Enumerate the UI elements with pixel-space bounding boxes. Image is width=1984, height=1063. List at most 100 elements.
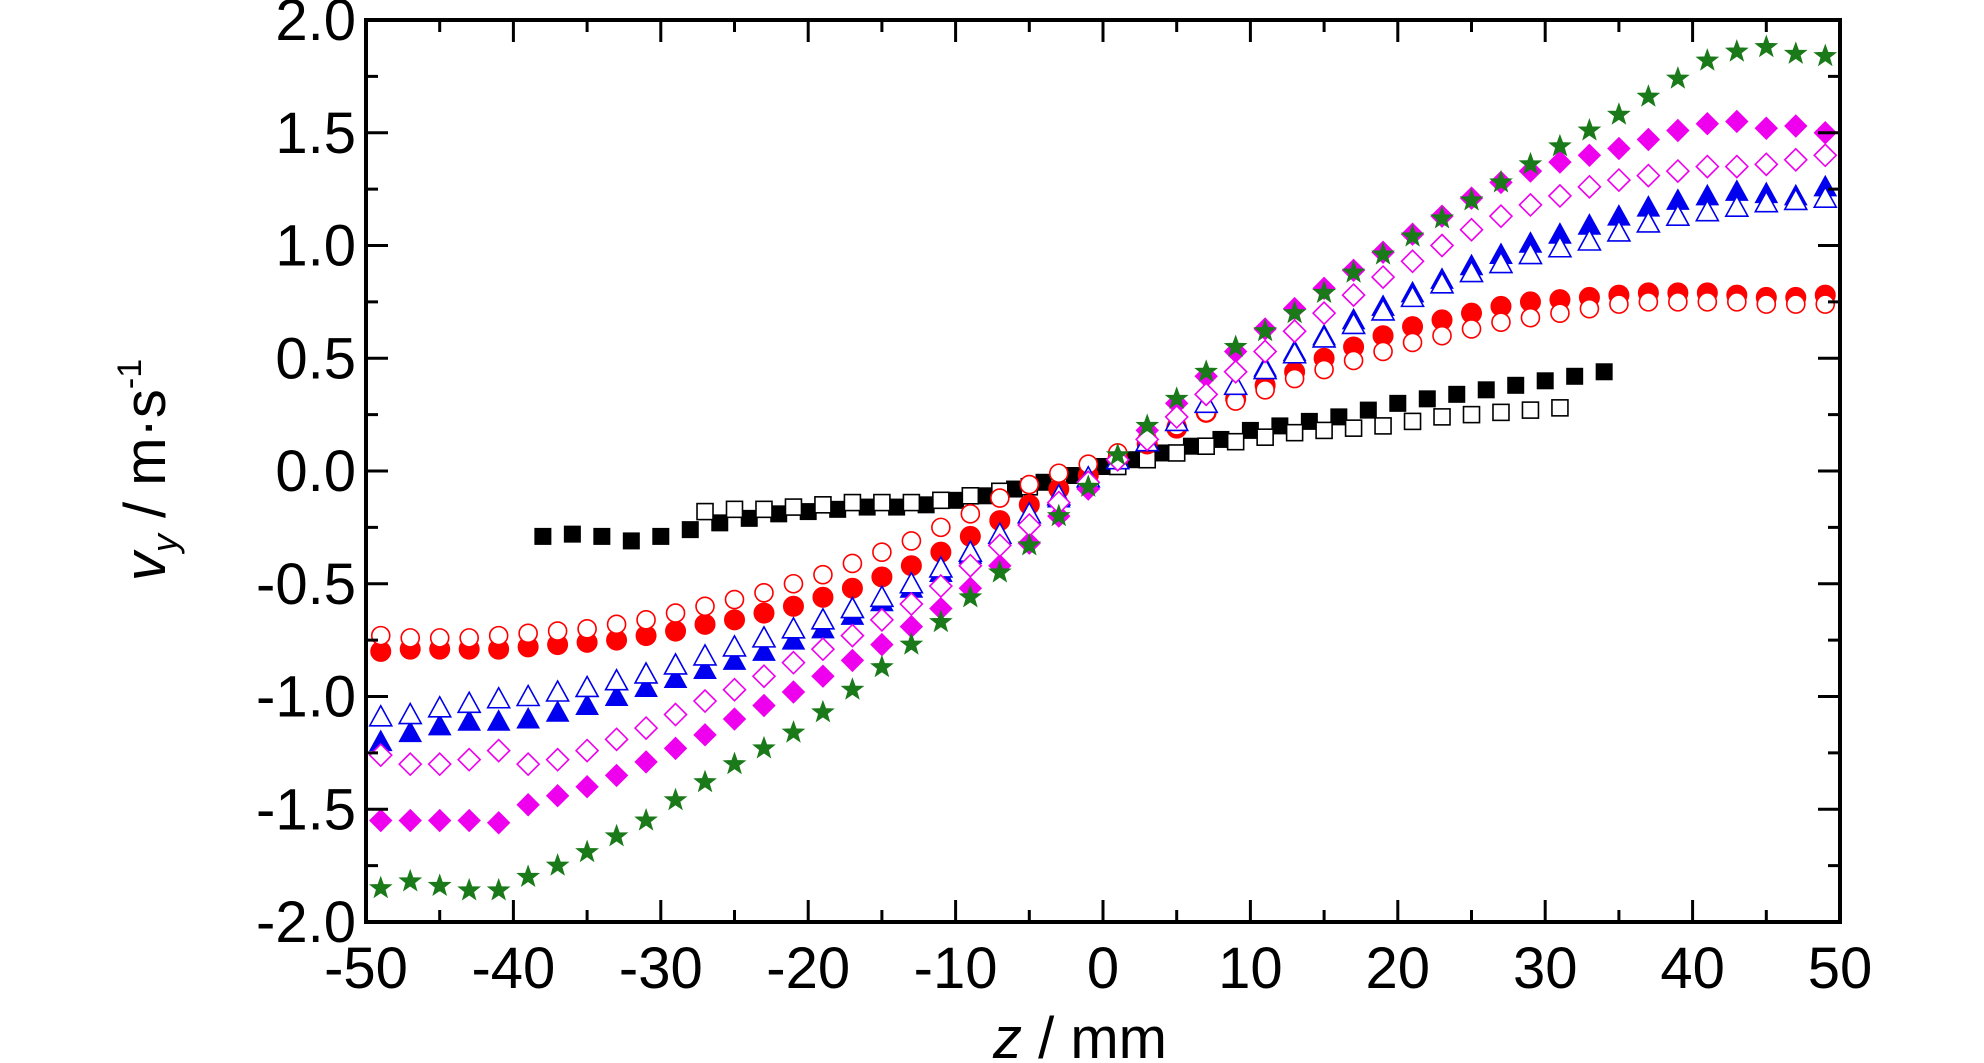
data-point: [1374, 417, 1392, 435]
data-point: [840, 677, 865, 700]
data-point: [604, 684, 629, 706]
data-point: [1461, 319, 1482, 339]
series-star-filled: [368, 34, 1838, 901]
data-point: [459, 628, 479, 648]
data-point: [724, 609, 745, 631]
data-point: [783, 573, 804, 594]
data-point: [1212, 430, 1230, 448]
data-point: [575, 693, 599, 716]
data-point: [1194, 359, 1218, 382]
data-point: [782, 595, 804, 617]
data-point: [841, 577, 863, 599]
data-point: [604, 668, 629, 691]
data-point: [574, 738, 600, 763]
data-point: [575, 774, 599, 799]
data-point: [987, 533, 1012, 558]
data-point: [1271, 417, 1289, 435]
data-point: [960, 504, 981, 524]
data-point: [1429, 271, 1455, 294]
y-tick-label: 1.5: [275, 101, 356, 166]
data-point: [427, 808, 452, 833]
data-point: [1223, 359, 1248, 384]
data-point: [1753, 189, 1779, 213]
data-point: [1256, 428, 1274, 446]
data-point: [1548, 150, 1572, 174]
data-point: [781, 616, 806, 639]
data-point: [486, 738, 511, 763]
data-point: [457, 747, 482, 772]
data-point: [692, 688, 718, 714]
data-point: [842, 553, 863, 574]
data-point: [547, 621, 568, 641]
data-point: [400, 628, 421, 648]
data-point: [752, 735, 776, 759]
data-point: [1282, 341, 1307, 364]
data-point: [781, 628, 806, 650]
data-point: [858, 498, 876, 516]
data-point: [427, 752, 452, 777]
x-tick-label: 0: [1087, 936, 1119, 1001]
data-point: [1182, 437, 1200, 455]
data-point: [681, 521, 699, 539]
data-point: [1488, 250, 1514, 274]
data-point: [781, 720, 806, 743]
data-point: [1551, 399, 1569, 417]
data-point: [663, 736, 688, 761]
data-point: [1812, 185, 1838, 208]
data-point: [486, 709, 511, 731]
data-point: [457, 709, 482, 731]
data-point: [1462, 405, 1481, 424]
data-point: [1400, 224, 1425, 247]
data-point: [693, 657, 717, 679]
data-point: [899, 591, 924, 617]
data-point: [899, 571, 924, 594]
x-tick-label: 40: [1660, 936, 1725, 1001]
data-point: [1282, 300, 1307, 324]
data-point: [652, 527, 670, 545]
data-point: [799, 503, 817, 521]
data-point: [663, 787, 688, 811]
data-point: [1284, 368, 1305, 389]
data-point: [486, 877, 511, 901]
data-point: [958, 584, 983, 608]
data-point: [1577, 118, 1602, 141]
y-axis-title: vy / m·s-1: [111, 359, 185, 581]
data-point: [840, 595, 865, 619]
data-point: [1507, 376, 1525, 394]
data-point: [693, 723, 717, 747]
data-point: [1255, 380, 1275, 400]
data-point: [1577, 174, 1602, 200]
data-point: [1813, 143, 1838, 168]
data-point: [722, 677, 747, 702]
data-point: [1194, 382, 1219, 407]
data-point: [1459, 217, 1484, 242]
data-point: [753, 602, 775, 624]
data-point: [456, 690, 482, 714]
data-point: [871, 566, 893, 588]
data-point: [486, 811, 511, 835]
data-point: [1477, 381, 1495, 399]
data-point: [1105, 442, 1130, 466]
data-point: [634, 675, 658, 697]
data-point: [1223, 334, 1248, 358]
data-point: [1491, 312, 1511, 332]
data-point: [545, 679, 570, 702]
x-axis-variable: z: [992, 1006, 1022, 1063]
data-point: [811, 664, 835, 688]
data-point: [1666, 118, 1690, 143]
series-triangle-open: [368, 185, 1838, 727]
data-point: [1223, 372, 1249, 396]
data-point: [633, 715, 659, 741]
data-point: [1668, 292, 1688, 312]
data-point: [929, 609, 953, 633]
x-tick-label: 10: [1218, 936, 1283, 1001]
data-point: [1636, 210, 1661, 233]
data-point: [1197, 437, 1215, 455]
data-point: [1433, 408, 1451, 426]
data-markers: [368, 34, 1838, 901]
data-point: [814, 496, 832, 514]
data-point: [947, 491, 965, 509]
data-point: [961, 487, 980, 505]
data-point: [1579, 298, 1600, 319]
x-tick-label: 20: [1366, 936, 1431, 1001]
